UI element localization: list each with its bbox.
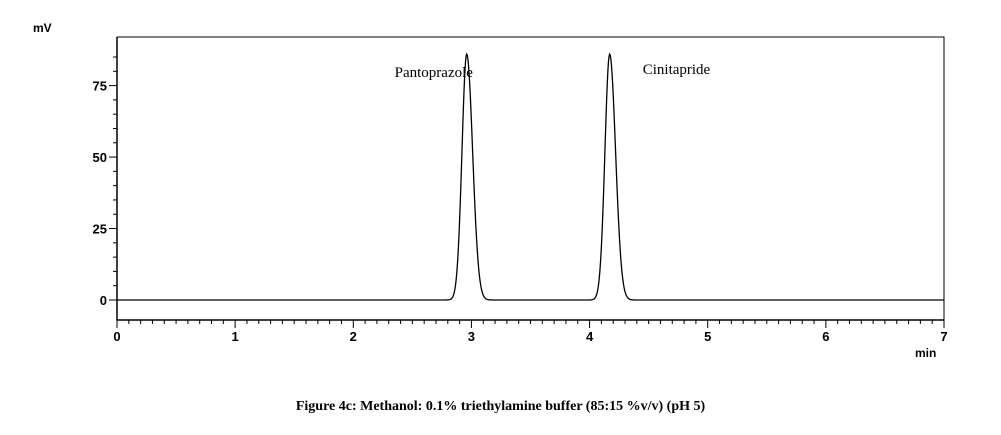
peak-label: Pantoprazole bbox=[395, 65, 474, 81]
peak-annotations: Pantoprazole Cinitapride bbox=[395, 62, 711, 81]
x-tick-label: 0 bbox=[113, 329, 120, 344]
y-tick-label: 25 bbox=[93, 222, 107, 237]
x-tick-label: 1 bbox=[232, 329, 239, 344]
y-tick-group: 0 25 50 75 bbox=[93, 56, 117, 308]
x-tick-group: 0 1 2 3 4 5 6 7 bbox=[113, 320, 948, 344]
figure-caption: Figure 4c: Methanol: 0.1% triethylamine … bbox=[295, 399, 706, 414]
y-tick-label: 75 bbox=[93, 79, 107, 94]
x-tick-label: 5 bbox=[704, 329, 711, 344]
y-axis-unit-label: mV bbox=[33, 21, 52, 35]
x-tick-label: 7 bbox=[940, 329, 947, 344]
x-tick-label: 6 bbox=[822, 329, 829, 344]
x-tick-label: 2 bbox=[350, 329, 357, 344]
y-tick-label: 50 bbox=[93, 150, 107, 165]
y-tick-label: 0 bbox=[100, 293, 107, 308]
chromatogram-trace bbox=[117, 52, 944, 301]
x-axis-unit-label: min bbox=[915, 346, 936, 360]
x-tick-label: 3 bbox=[468, 329, 475, 344]
peak-label: Cinitapride bbox=[643, 62, 711, 78]
plot-frame bbox=[116, 36, 945, 321]
x-tick-label: 4 bbox=[586, 329, 594, 344]
